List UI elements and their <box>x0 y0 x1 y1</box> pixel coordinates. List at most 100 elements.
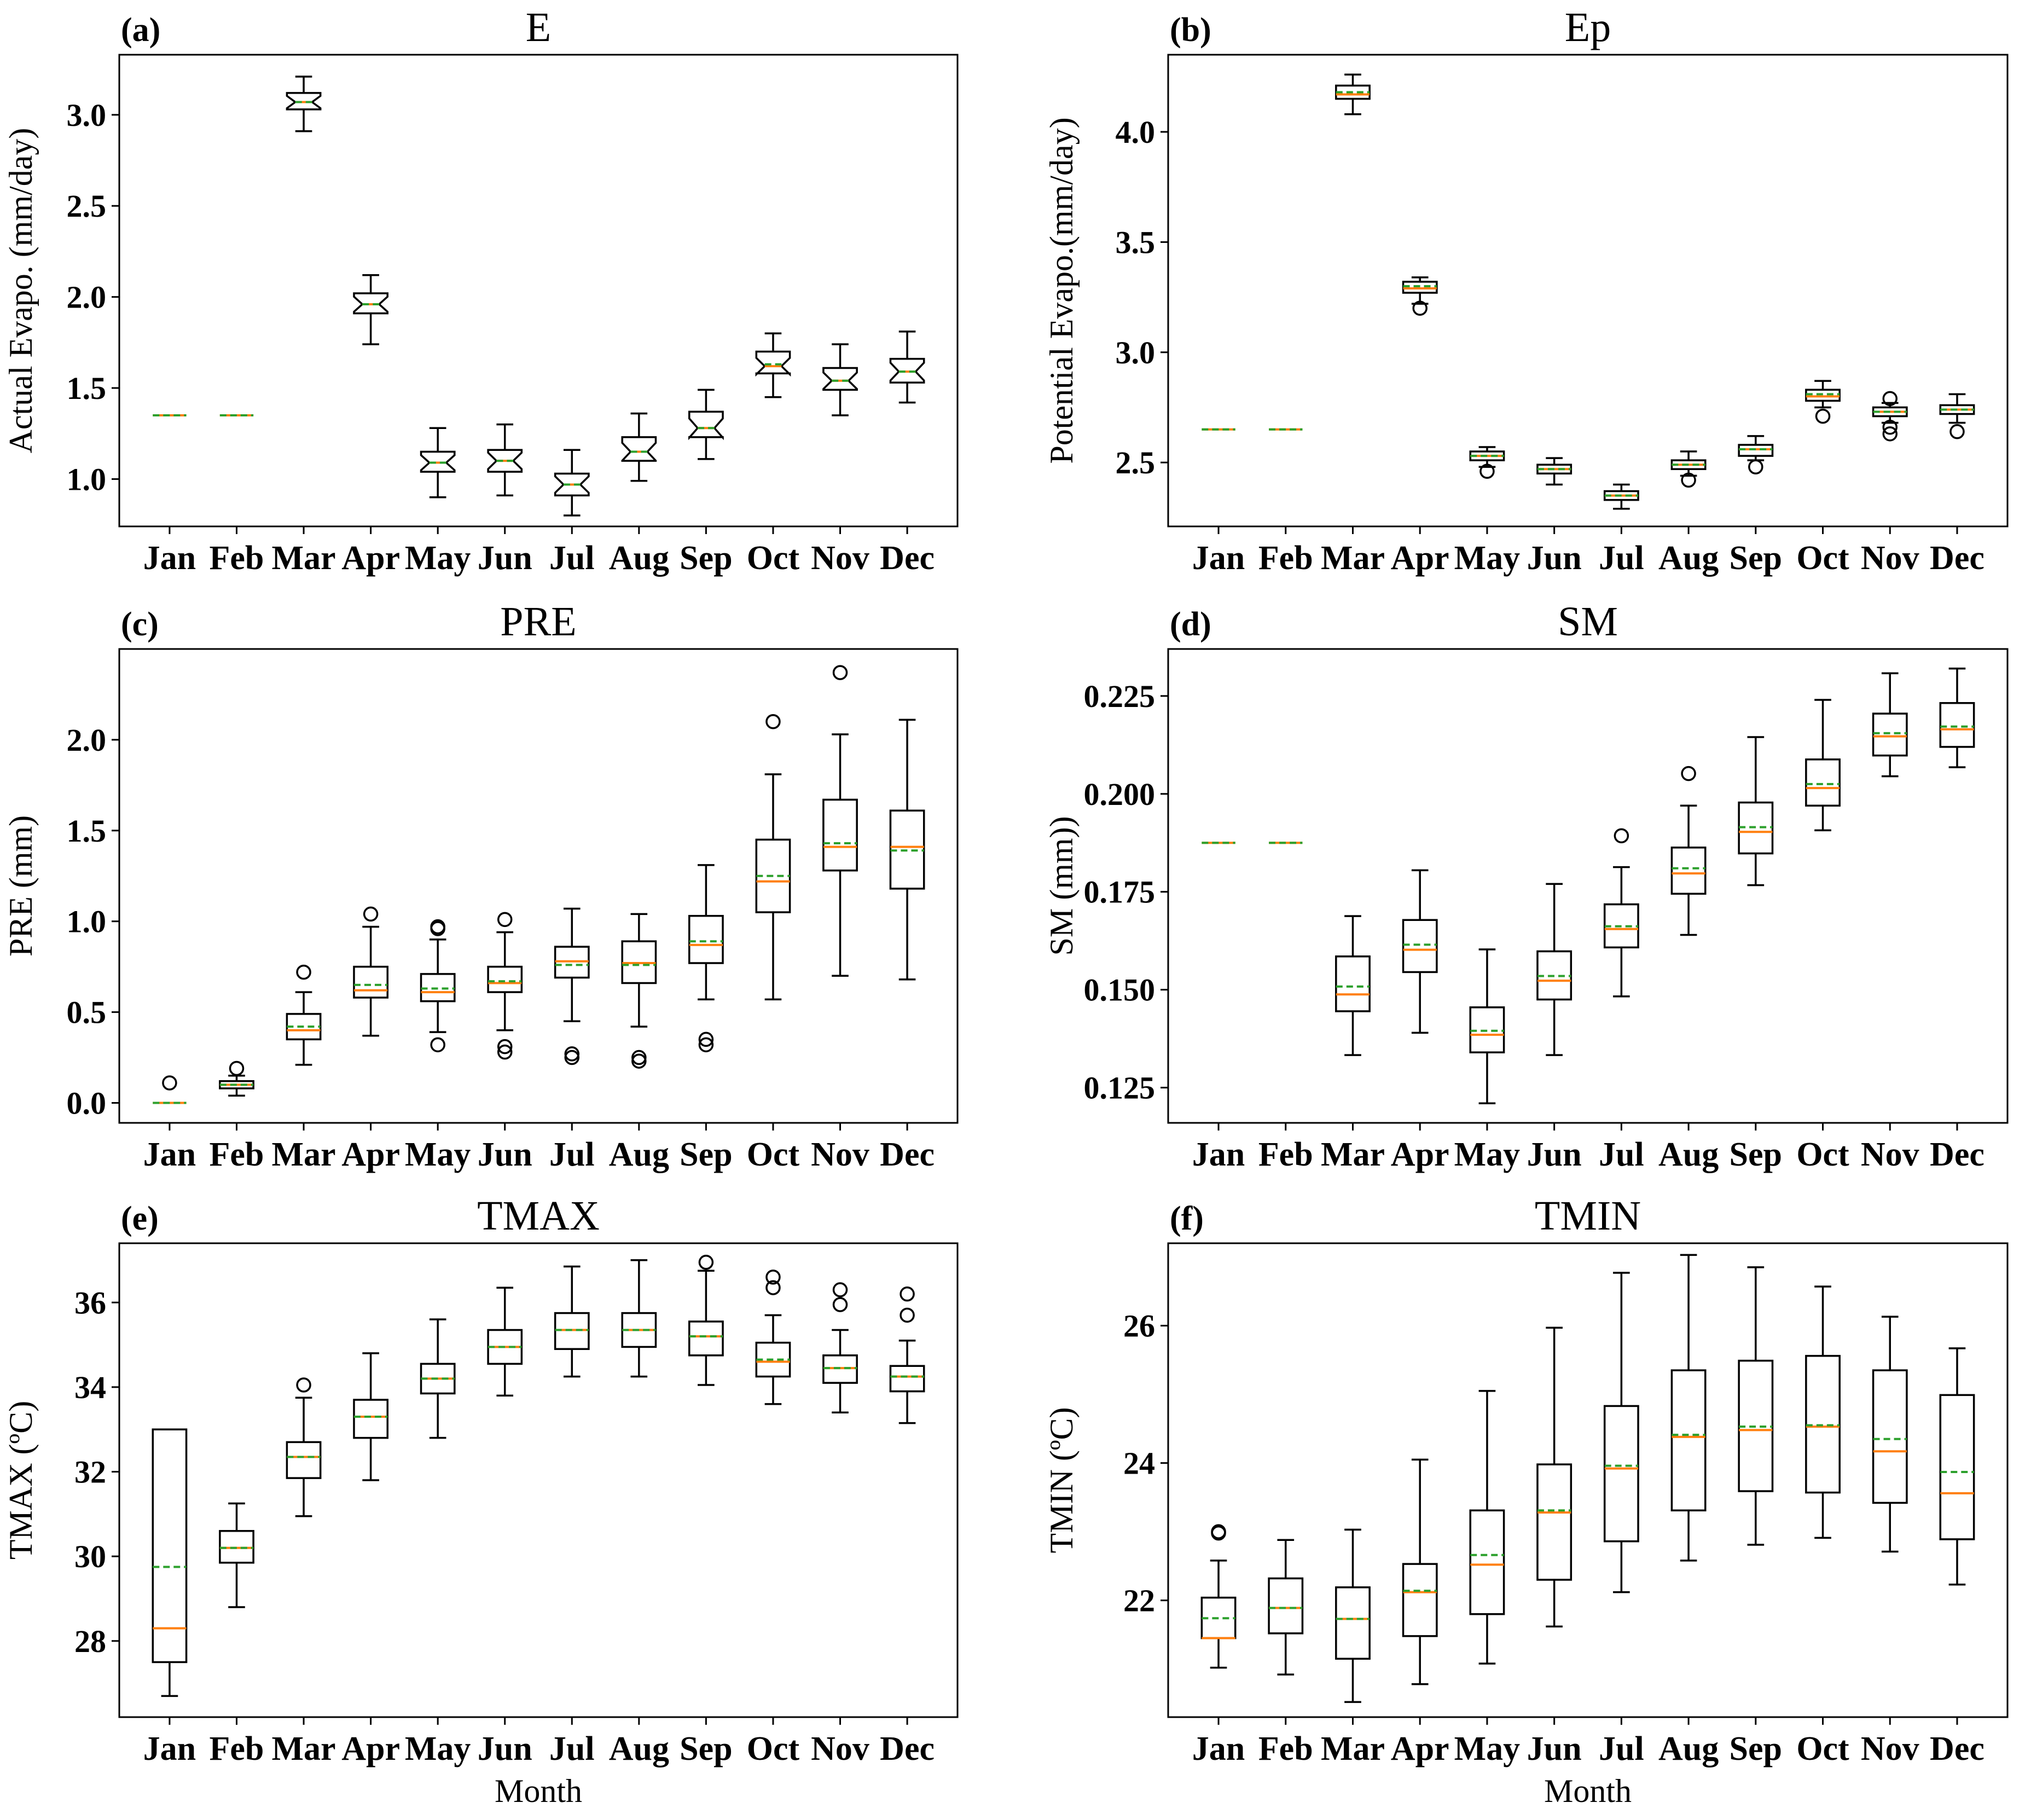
x-tick-label: Apr <box>341 1136 400 1173</box>
panel-pre: (c) PRE 0.0 0.5 1.0 1.5 2.0 PRE (mm) Jan Feb Mar Ap… <box>3 599 959 1173</box>
panel-title: Ep <box>1565 4 1611 50</box>
x-tick-label: Jan <box>1192 540 1245 577</box>
y-tick-label: 1.5 <box>67 813 107 849</box>
box-oct <box>755 714 791 1001</box>
x-tick-label: Aug <box>609 540 669 577</box>
y-tick-label: 28 <box>74 1624 106 1659</box>
outlier-point <box>765 1270 781 1285</box>
y-axis-label: TMIN (ºC) <box>1043 1407 1080 1554</box>
x-tick-label: Mar <box>272 1730 336 1767</box>
box-jul <box>1603 483 1639 510</box>
box-body <box>822 798 858 872</box>
box-apr <box>353 274 388 345</box>
box-may <box>420 1318 456 1439</box>
x-tick-label: Sep <box>1730 540 1782 577</box>
y-tick-label: 24 <box>1123 1446 1155 1481</box>
panel-title: SM <box>1558 599 1618 645</box>
x-axis-label: Month <box>1544 1773 1632 1809</box>
box-aug <box>1670 450 1707 488</box>
y-axis-label: PRE (mm) <box>3 815 39 957</box>
panel-label: (c) <box>121 606 159 643</box>
box-sep <box>1738 736 1774 886</box>
outlier-point <box>1882 419 1898 435</box>
x-tick-label: Nov <box>811 1136 869 1173</box>
outlier-point <box>698 1255 714 1270</box>
x-tick-label: May <box>405 1730 471 1767</box>
outlier-point <box>765 714 781 729</box>
x-tick-label: Nov <box>1861 1730 1919 1767</box>
y-tick-label: 3.5 <box>1116 224 1156 260</box>
box-feb <box>1268 1539 1304 1676</box>
box-nov <box>1872 1315 1908 1553</box>
box-oct <box>1805 1285 1841 1539</box>
y-tick-label: 1.0 <box>67 904 107 940</box>
box-mar <box>1335 73 1371 115</box>
plot-frame <box>1167 54 2009 528</box>
panel-tmin: (f) TMIN 22 24 26 TMIN (ºC) Jan Feb Mar Apr May Jun… <box>1043 1193 2009 1809</box>
box-body <box>1402 281 1438 294</box>
box-may <box>1469 1390 1505 1665</box>
x-tick-label: Dec <box>880 1730 935 1767</box>
outlier-point <box>1815 408 1831 424</box>
x-tick-label: Sep <box>680 1136 732 1173</box>
box-jun <box>487 423 523 497</box>
x-tick-label: Feb <box>1258 1136 1313 1173</box>
box-aug <box>621 913 657 1069</box>
panel-tmax: (e) TMAX 28 30 32 34 36 TMAX (ºC) Jan Feb Mar Apr Ma… <box>3 1193 959 1809</box>
outlier-point <box>1211 1524 1226 1539</box>
panel-label: (e) <box>121 1200 159 1237</box>
x-tick-label: Oct <box>747 540 800 577</box>
y-tick-label: 3.0 <box>67 97 107 133</box>
box-nov <box>822 1282 858 1414</box>
x-tick-label: Dec <box>880 540 935 577</box>
y-tick-label: 3.0 <box>1116 335 1156 370</box>
outlier-point <box>900 1286 915 1302</box>
x-tick-label: Jul <box>1599 1730 1644 1767</box>
x-axis-label: Month <box>495 1773 582 1809</box>
x-tick-label: Feb <box>1258 1730 1313 1767</box>
x-tick-label: Jun <box>1527 1136 1582 1173</box>
outlier-point <box>1882 426 1898 442</box>
box-may <box>420 919 456 1053</box>
box-dec <box>889 331 925 404</box>
x-tick-label: Aug <box>609 1136 669 1173</box>
outlier-point <box>162 1075 177 1091</box>
x-tick-label: Apr <box>341 1730 400 1767</box>
x-tick-label: Aug <box>1658 1136 1719 1173</box>
y-tick-label: 2.0 <box>67 722 107 758</box>
box-sep <box>688 864 724 1053</box>
x-tick-label: Jan <box>143 1730 196 1767</box>
y-axis-label: TMAX (ºC) <box>3 1401 39 1560</box>
x-tick-label: Mar <box>1321 1136 1385 1173</box>
box-body <box>487 449 523 473</box>
box-dec <box>1939 668 1975 768</box>
box-body <box>822 367 858 391</box>
outlier-point <box>1681 472 1696 488</box>
box-jun <box>1536 457 1573 486</box>
x-tick-label: Nov <box>811 1730 869 1767</box>
x-tick-label: Sep <box>680 540 732 577</box>
box-mar <box>286 76 322 132</box>
box-body <box>1335 955 1371 1012</box>
box-body <box>1603 1405 1639 1543</box>
outlier-point <box>1412 300 1428 316</box>
x-tick-label: Mar <box>272 1136 336 1173</box>
x-tick-label: Jul <box>1599 540 1644 577</box>
box-body <box>554 472 590 497</box>
box-nov <box>1872 672 1908 778</box>
box-apr <box>1402 869 1438 1034</box>
x-tick-label: May <box>405 540 471 577</box>
box-apr <box>353 906 388 1037</box>
outlier-point <box>832 665 848 680</box>
box-jun <box>487 1286 523 1397</box>
outlier-point <box>497 1039 513 1054</box>
box-jun <box>1536 883 1573 1056</box>
y-tick-label: 26 <box>1123 1308 1155 1344</box>
outlier-point <box>832 1297 848 1312</box>
box-mar <box>286 1377 322 1517</box>
box-body <box>1670 1369 1707 1511</box>
x-tick-label: Jul <box>1599 1136 1644 1173</box>
x-tick-label: Feb <box>1258 540 1313 577</box>
outlier-point <box>296 1377 311 1393</box>
plot-frame <box>118 648 959 1124</box>
